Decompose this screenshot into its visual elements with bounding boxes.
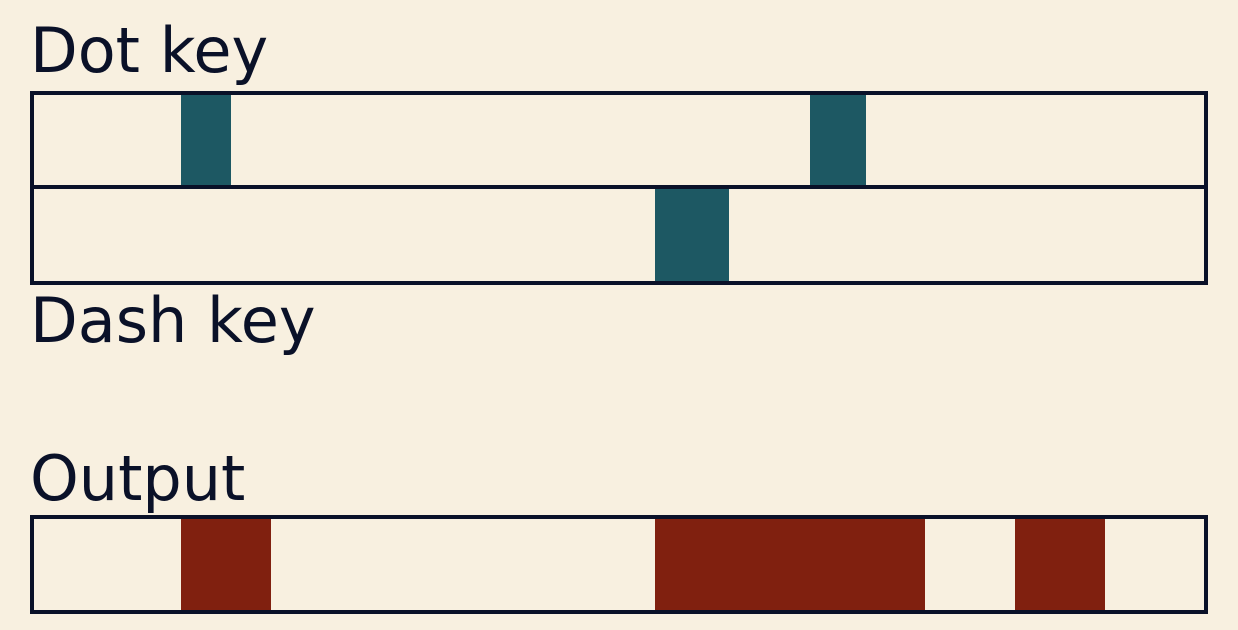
dash-pulse (655, 187, 729, 283)
dash-key-label: Dash key (30, 284, 316, 357)
output-track (30, 515, 1208, 614)
dot-pulse (810, 93, 866, 187)
output-pulse (181, 517, 271, 612)
dash-track (30, 185, 1208, 285)
output-pulse (655, 517, 925, 612)
output-pulse (1015, 517, 1105, 612)
output-label: Output (30, 442, 245, 515)
dot-key-label: Dot key (30, 14, 268, 87)
dot-pulse (181, 93, 231, 187)
